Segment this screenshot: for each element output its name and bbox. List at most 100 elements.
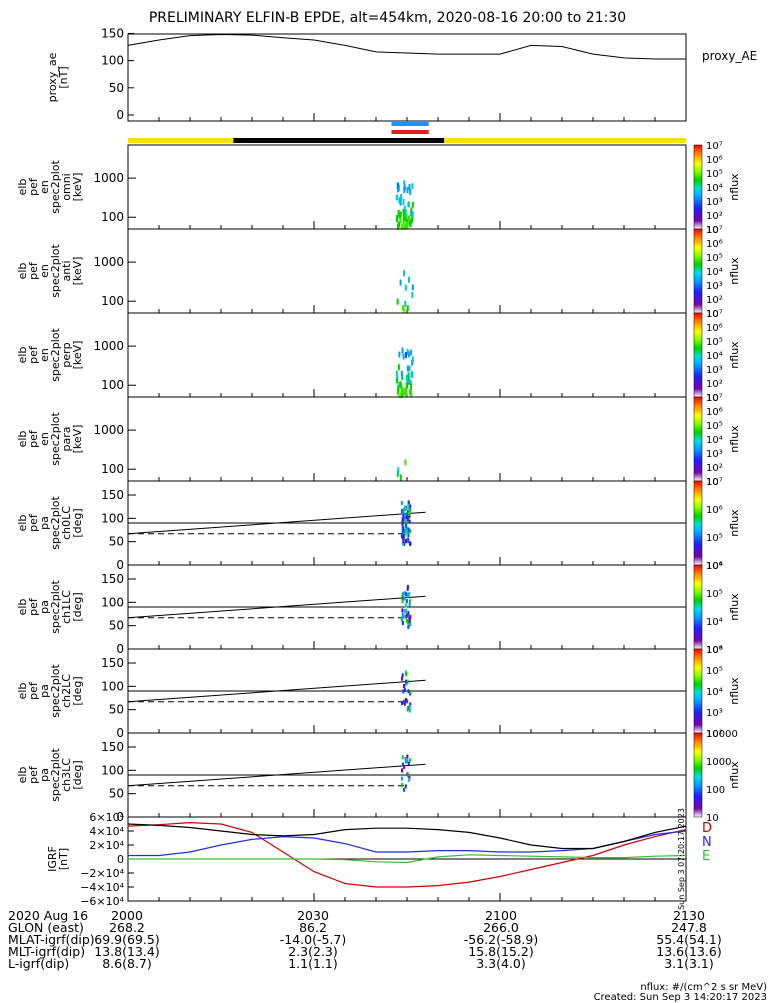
spectrogram-pixel bbox=[405, 527, 408, 532]
spectrogram-pixel bbox=[411, 356, 414, 363]
y-axis-label-line: pef bbox=[27, 261, 40, 280]
ch3lc-spectrogram-pixels bbox=[400, 754, 411, 792]
spectrogram-pixel bbox=[402, 539, 405, 544]
spectrogram-pixel bbox=[400, 223, 403, 230]
spectrogram-pixel bbox=[397, 185, 400, 192]
y-tick-label: 0 bbox=[116, 108, 124, 122]
y-tick-label: 1000 bbox=[93, 423, 124, 437]
y-axis-label-line: elb bbox=[16, 683, 29, 700]
spectrogram-pixel bbox=[402, 508, 405, 513]
footer-row-mlat: MLAT-igrf(dip) 69.9(69.5) -14.0(-5.7) -5… bbox=[0, 932, 775, 947]
spectrogram-pixel bbox=[404, 300, 407, 307]
spectrogram-pixel bbox=[403, 701, 406, 706]
spectrogram-pixel bbox=[409, 529, 412, 534]
spectrogram-pixel bbox=[407, 624, 410, 629]
spectrogram-pixel bbox=[404, 523, 407, 528]
spectrogram-pixel bbox=[408, 705, 411, 710]
spectrogram-pixel bbox=[406, 584, 409, 589]
spectrogram-pixel bbox=[404, 757, 407, 762]
colorbar-label: nflux bbox=[728, 509, 741, 537]
colorbar-tick-label: 10² bbox=[706, 379, 723, 390]
y-axis-label-line: spec2plot bbox=[49, 160, 62, 214]
spectrogram-pixel bbox=[404, 459, 407, 466]
spectrogram-pixel bbox=[407, 506, 410, 511]
nflux-units-note: nflux: #/(cm^2 s sr MeV) bbox=[640, 982, 767, 993]
spectrogram-pixel bbox=[403, 514, 406, 519]
y-axis-label-line: ch3LC bbox=[60, 758, 73, 792]
spectrogram-pixel bbox=[405, 223, 408, 230]
footer-row-lshell: L-igrf(dip) 8.6(8.7) 1.1(1.1) 3.3(4.0) 3… bbox=[0, 957, 775, 970]
y-axis-label-line: pa bbox=[38, 768, 51, 782]
colorbar-tick-label: 10⁵ bbox=[706, 253, 723, 264]
footer-mlt-4: 13.6(13.6) bbox=[656, 944, 722, 959]
spectrogram-pixel bbox=[411, 292, 414, 299]
footer-row-glon: GLON (east) 268.2 86.2 266.0 247.8 bbox=[0, 920, 775, 935]
proxy-ae-panel-frame bbox=[127, 33, 687, 122]
colorbar-tick-label: 10⁷ bbox=[706, 141, 723, 152]
spectrogram-pixel bbox=[402, 526, 405, 531]
spectrogram-pixel bbox=[399, 199, 402, 206]
y-tick-label: −6×10⁴ bbox=[80, 895, 124, 908]
y-axis-label-line: ch2LC bbox=[60, 674, 73, 708]
spectrogram-pixel bbox=[404, 591, 407, 596]
spectrogram-pixel bbox=[402, 787, 405, 792]
spectrogram-pixel bbox=[400, 616, 403, 621]
y-tick-label: 100 bbox=[101, 210, 124, 224]
footer-glon-3: 266.0 bbox=[483, 920, 519, 935]
spectrogram-pixel bbox=[410, 349, 413, 356]
spectrogram-pixel bbox=[403, 184, 406, 191]
spectrogram-pixel bbox=[398, 392, 401, 399]
footer-label-mlat: MLAT-igrf(dip) bbox=[8, 932, 95, 947]
spectrogram-pixel bbox=[405, 618, 408, 623]
spectrogram-pixel bbox=[407, 375, 410, 382]
colorbar-tick-label: 1000 bbox=[706, 757, 731, 768]
spectrogram-pixel bbox=[400, 776, 403, 781]
y-axis-label-line: pef bbox=[27, 597, 40, 616]
spectrogram-pixel bbox=[406, 377, 409, 384]
colorbar-tick-label: 10⁴ bbox=[706, 687, 723, 698]
y-axis-label-line: ch1LC bbox=[60, 590, 73, 624]
y-tick-label: 100 bbox=[101, 595, 124, 609]
spectrogram-pixel bbox=[400, 534, 403, 539]
y-axis-label-line: en bbox=[38, 348, 51, 362]
y-tick-label: 150 bbox=[101, 26, 124, 40]
y-axis-label-line: anti bbox=[60, 260, 73, 281]
spectrogram-pixel bbox=[406, 517, 409, 522]
y-axis-label-line: ch0LC bbox=[60, 506, 73, 540]
spectrogram-pixel bbox=[405, 515, 408, 520]
footer-mlt-2: 2.3(2.3) bbox=[288, 944, 338, 959]
colorbar-tick-label: 10⁶ bbox=[706, 407, 723, 418]
spectrogram-pixel bbox=[396, 470, 399, 477]
spectrogram-pixel bbox=[404, 525, 407, 530]
spectrogram-pixel bbox=[402, 511, 405, 516]
spectrogram-pixel bbox=[408, 365, 411, 372]
spectrogram-pixel bbox=[403, 764, 406, 769]
colorbar-gradient bbox=[693, 564, 703, 650]
colorbar-tick-label: 10² bbox=[706, 295, 723, 306]
footer-time-2000: 2000 bbox=[111, 908, 143, 923]
spectrogram-pixel bbox=[405, 599, 408, 604]
igrf-legend-e: E bbox=[702, 849, 710, 864]
spectrogram-pixel bbox=[401, 755, 404, 760]
spectrogram-pixel bbox=[410, 390, 413, 397]
footer-time-2100: 2100 bbox=[485, 908, 517, 923]
footer-time-2130: 2130 bbox=[673, 908, 705, 923]
y-axis-label-line: en bbox=[38, 432, 51, 446]
loss-cone-line bbox=[127, 595, 426, 619]
ch1lc-spectrogram-pixels bbox=[400, 584, 412, 629]
spectrogram-pixel bbox=[397, 388, 400, 395]
spectrogram-pixel bbox=[406, 382, 409, 389]
proxy-ae-line bbox=[127, 34, 686, 60]
y-tick-label: 1000 bbox=[93, 339, 124, 353]
spectrogram-pixel bbox=[407, 215, 410, 222]
spectrogram-pixel bbox=[401, 517, 404, 522]
spectrogram-pixel bbox=[406, 593, 409, 598]
spectrogram-pixel bbox=[396, 298, 399, 305]
y-tick-label: 100 bbox=[101, 679, 124, 693]
y-axis-label-line: en bbox=[38, 264, 51, 278]
spectrogram-pixel bbox=[407, 614, 410, 619]
y-tick-label: 50 bbox=[109, 703, 124, 717]
ch2lc-spectrogram-colorbar: 10² 10³ 10⁴ 10⁵ 10⁶ nflux bbox=[693, 645, 741, 740]
